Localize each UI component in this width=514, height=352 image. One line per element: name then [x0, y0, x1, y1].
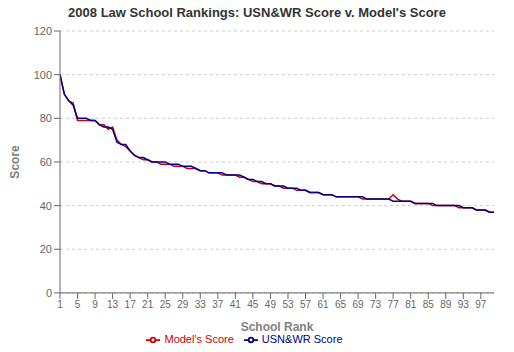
svg-text:77: 77	[388, 299, 400, 310]
svg-text:57: 57	[300, 299, 312, 310]
svg-text:45: 45	[247, 299, 259, 310]
svg-text:120: 120	[34, 26, 52, 37]
svg-text:9: 9	[92, 299, 98, 310]
svg-text:40: 40	[40, 200, 52, 212]
svg-text:73: 73	[370, 299, 382, 310]
svg-text:33: 33	[195, 299, 207, 310]
html-text:2008 Law School Rankings: USN&: 2008 Law School Rankings: USN&WR Score v…	[68, 5, 446, 20]
svg-text:85: 85	[423, 299, 435, 310]
svg-text:97: 97	[475, 299, 487, 310]
svg-text:25: 25	[160, 299, 172, 310]
svg-text:20: 20	[40, 243, 52, 255]
svg-text:21: 21	[142, 299, 154, 310]
svg-text:School Rank: School Rank	[241, 320, 314, 334]
svg-text:17: 17	[125, 299, 137, 310]
svg-text:41: 41	[230, 299, 242, 310]
svg-text:60: 60	[40, 156, 52, 168]
svg-text:93: 93	[458, 299, 470, 310]
html-text:Model's Score: Model's Score	[164, 332, 234, 345]
svg-text:81: 81	[405, 299, 417, 310]
svg-text:80: 80	[40, 112, 52, 124]
svg-text:Score: Score	[8, 145, 22, 179]
svg-text:5: 5	[75, 299, 81, 310]
svg-text:49: 49	[265, 299, 277, 310]
svg-text:65: 65	[335, 299, 347, 310]
svg-text:37: 37	[212, 299, 224, 310]
svg-text:29: 29	[177, 299, 189, 310]
html-text:USN&WR Score: USN&WR Score	[261, 332, 343, 345]
svg-text:89: 89	[440, 299, 452, 310]
svg-text:1: 1	[57, 299, 63, 310]
svg-text:13: 13	[107, 299, 119, 310]
svg-text:0: 0	[46, 287, 52, 299]
svg-text:100: 100	[34, 69, 52, 81]
svg-text:61: 61	[317, 299, 329, 310]
svg-text:69: 69	[353, 299, 365, 310]
svg-text:53: 53	[282, 299, 294, 310]
